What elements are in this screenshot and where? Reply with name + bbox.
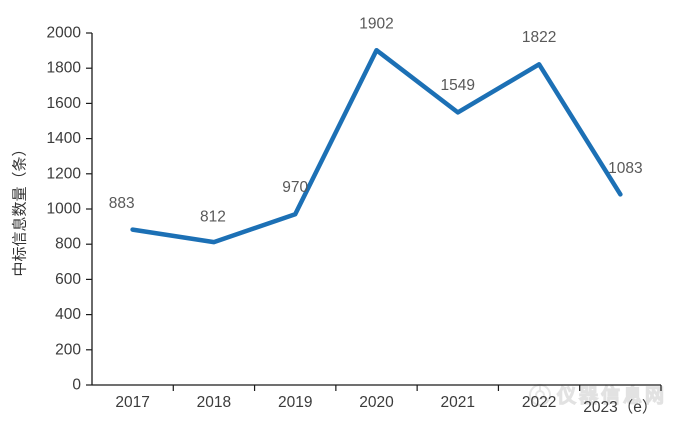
data-point-label: 812 <box>200 209 226 226</box>
y-tick-label: 1800 <box>47 60 82 77</box>
x-tick-label: 2022 <box>522 394 556 411</box>
y-tick-label: 1600 <box>47 95 82 112</box>
y-tick-label: 400 <box>55 306 81 323</box>
x-tick-label: 2021 <box>441 394 475 411</box>
x-tick-label: 2019 <box>278 394 312 411</box>
y-tick-label: 1000 <box>47 201 82 218</box>
y-tick-label: 800 <box>55 236 81 253</box>
data-point-label: 970 <box>282 179 308 196</box>
data-point-label: 1822 <box>522 29 556 46</box>
y-tick-label: 1200 <box>47 165 82 182</box>
data-point-label: 1902 <box>359 16 393 33</box>
y-axis-title: 中标信息数量（条） <box>12 141 29 276</box>
y-tick-label: 0 <box>72 377 81 394</box>
x-tick-label: 2023（e） <box>583 399 657 416</box>
x-tick-label: 2020 <box>359 394 394 411</box>
y-tick-label: 200 <box>55 341 81 358</box>
data-point-label: 1549 <box>441 77 475 94</box>
y-tick-label: 1400 <box>47 130 82 147</box>
data-point-label: 1083 <box>608 160 642 177</box>
y-tick-label: 2000 <box>47 25 82 42</box>
data-point-label: 883 <box>109 195 135 212</box>
data-series-line <box>130 47 623 245</box>
x-tick-label: 2017 <box>115 394 149 411</box>
y-tick-label: 600 <box>55 271 81 288</box>
x-tick-label: 2018 <box>197 394 231 411</box>
